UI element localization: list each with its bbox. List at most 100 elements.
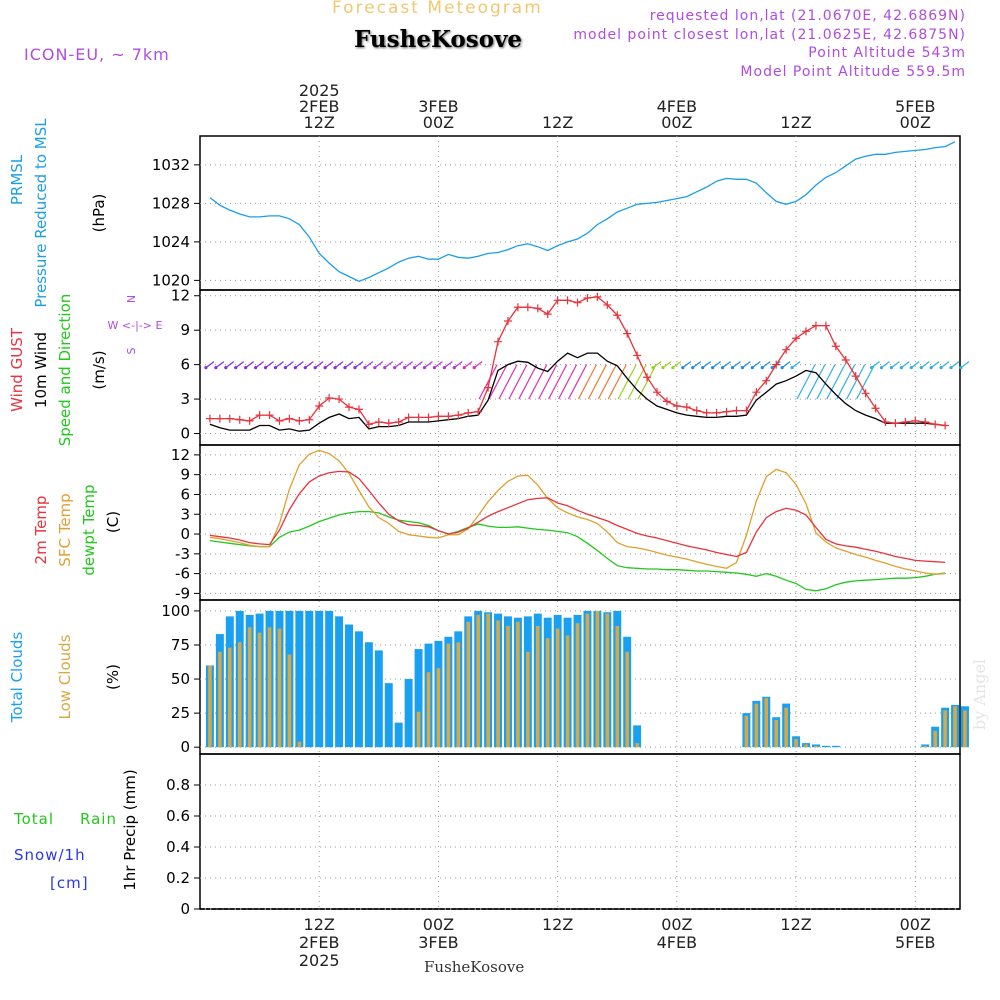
wind-gust-marker xyxy=(643,373,652,382)
wind-label-speed-dir: Speed and Direction xyxy=(56,294,74,447)
wind-direction-arrowhead xyxy=(750,366,754,370)
wind-gust-marker xyxy=(712,408,721,417)
wind-gust-marker xyxy=(454,411,463,420)
total-cloud-bar xyxy=(315,610,324,748)
top-time-label: 2FEB xyxy=(299,97,339,116)
wind-direction-arrowhead xyxy=(691,366,695,370)
bottom-time-label: 00Z xyxy=(900,915,931,934)
bottom-time-label: 5FEB xyxy=(895,933,935,952)
wind-gust-marker xyxy=(215,414,224,423)
wind-direction-arrow xyxy=(856,364,876,400)
low-cloud-bar xyxy=(287,654,292,748)
precip-label-cm: [cm] xyxy=(50,874,89,892)
wind-direction-arrow xyxy=(920,361,930,369)
pressure-label-msl: Pressure Reduced to MSL xyxy=(32,118,50,308)
wind-gust-marker xyxy=(702,408,711,417)
wind-direction-arrowhead xyxy=(273,366,278,370)
bottom-time-label: 3FEB xyxy=(418,933,458,952)
temperature-ytick-label: -9 xyxy=(175,584,190,602)
wind-gust-marker xyxy=(623,329,632,338)
low-cloud-bar xyxy=(923,745,928,748)
wind-gust-marker xyxy=(384,419,393,428)
low-cloud-bar xyxy=(237,642,242,748)
wind-direction-arrow xyxy=(751,361,761,369)
wind-direction-arrowhead xyxy=(323,366,327,370)
wind-direction-arrowhead xyxy=(363,366,367,370)
low-cloud-bar xyxy=(565,635,570,748)
wind-gust-marker xyxy=(752,388,761,397)
wind-direction-arrow xyxy=(538,364,558,400)
wind-gust-marker xyxy=(722,407,731,416)
low-cloud-bar xyxy=(545,638,550,748)
wind-gust-marker xyxy=(295,416,304,425)
wind-direction-arrowhead xyxy=(730,366,735,370)
wind-label-10m: 10m Wind xyxy=(32,332,50,408)
wind-ytick-label: 12 xyxy=(171,287,190,305)
temp-2m-line xyxy=(209,470,946,564)
temperature-ytick-label: -3 xyxy=(175,545,190,563)
wind-direction-arrowhead xyxy=(949,366,953,370)
wind-gust-marker xyxy=(782,345,791,354)
footer-location: FusheKosove xyxy=(424,958,525,976)
wind-gust-marker xyxy=(325,393,334,402)
pressure-panel-frame xyxy=(199,135,961,291)
wind-direction-arrowhead xyxy=(472,366,476,370)
wind-direction-arrow xyxy=(414,361,423,369)
low-cloud-bar xyxy=(754,703,759,748)
low-cloud-bar xyxy=(218,651,222,748)
bottom-time-label: 2FEB xyxy=(299,933,339,952)
wind-direction-arrow xyxy=(900,361,910,369)
wind-direction-arrow xyxy=(364,361,374,369)
wind-gust-marker xyxy=(434,412,443,421)
wind-direction-arrowhead xyxy=(313,366,317,370)
wind-direction-arrow xyxy=(816,364,836,400)
bottom-time-label: 12Z xyxy=(542,915,573,934)
low-cloud-bar xyxy=(277,628,282,748)
wind-direction-arrow xyxy=(742,361,751,369)
wind-direction-arrowhead xyxy=(214,366,218,370)
wind-gust-marker xyxy=(315,401,324,410)
total-cloud-bar xyxy=(414,649,423,748)
top-time-label: 12Z xyxy=(780,113,811,132)
dewpoint-temp-line xyxy=(209,510,946,592)
wind-direction-arrow xyxy=(235,361,245,369)
surface-temp-line xyxy=(209,449,946,575)
precip-ytick-label: 0.2 xyxy=(166,869,190,887)
compass-west-east: W <-|-> E xyxy=(108,319,163,332)
low-cloud-bar xyxy=(625,651,629,748)
wind-gust-marker xyxy=(265,411,274,420)
wind-gust-marker xyxy=(603,300,612,309)
low-cloud-bar xyxy=(466,621,471,748)
temperature-ytick-label: 12 xyxy=(171,446,190,464)
low-cloud-bar xyxy=(228,647,232,748)
low-cloud-bar xyxy=(456,642,461,748)
wind-direction-arrow xyxy=(424,361,433,369)
low-cloud-bar xyxy=(476,614,480,748)
wind-direction-arrow xyxy=(255,361,264,369)
wind-gust-marker xyxy=(633,351,642,360)
wind-direction-arrow xyxy=(806,364,826,400)
clouds-ytick-label: 100 xyxy=(161,602,190,620)
wind-gust-marker xyxy=(394,418,403,427)
wind-direction-arrowhead xyxy=(254,366,258,370)
clouds-ytick-label: 0 xyxy=(180,738,190,756)
top-time-label: 5FEB xyxy=(895,97,935,116)
total-cloud-bar xyxy=(354,631,363,748)
bottom-time-label: 00Z xyxy=(661,915,692,934)
wind-direction-arrowhead xyxy=(442,366,446,370)
wind-gust-marker xyxy=(583,294,592,303)
wind-direction-arrow xyxy=(434,361,443,369)
wind-direction-arrow xyxy=(215,361,225,369)
pressure-line xyxy=(209,141,956,283)
wind-direction-arrow xyxy=(453,361,463,369)
wind-gust-marker xyxy=(841,356,850,365)
temperature-ytick-label: 6 xyxy=(180,485,190,503)
wind-direction-arrow xyxy=(732,361,741,369)
wind-unit-label: (m/s) xyxy=(90,350,108,389)
low-cloud-bar xyxy=(426,672,431,748)
wind-direction-arrowhead xyxy=(701,366,705,370)
wind-direction-arrow xyxy=(344,361,354,369)
wind-direction-arrow xyxy=(722,361,731,369)
wind-direction-arrow xyxy=(558,364,578,400)
wind-direction-arrow xyxy=(225,361,235,369)
